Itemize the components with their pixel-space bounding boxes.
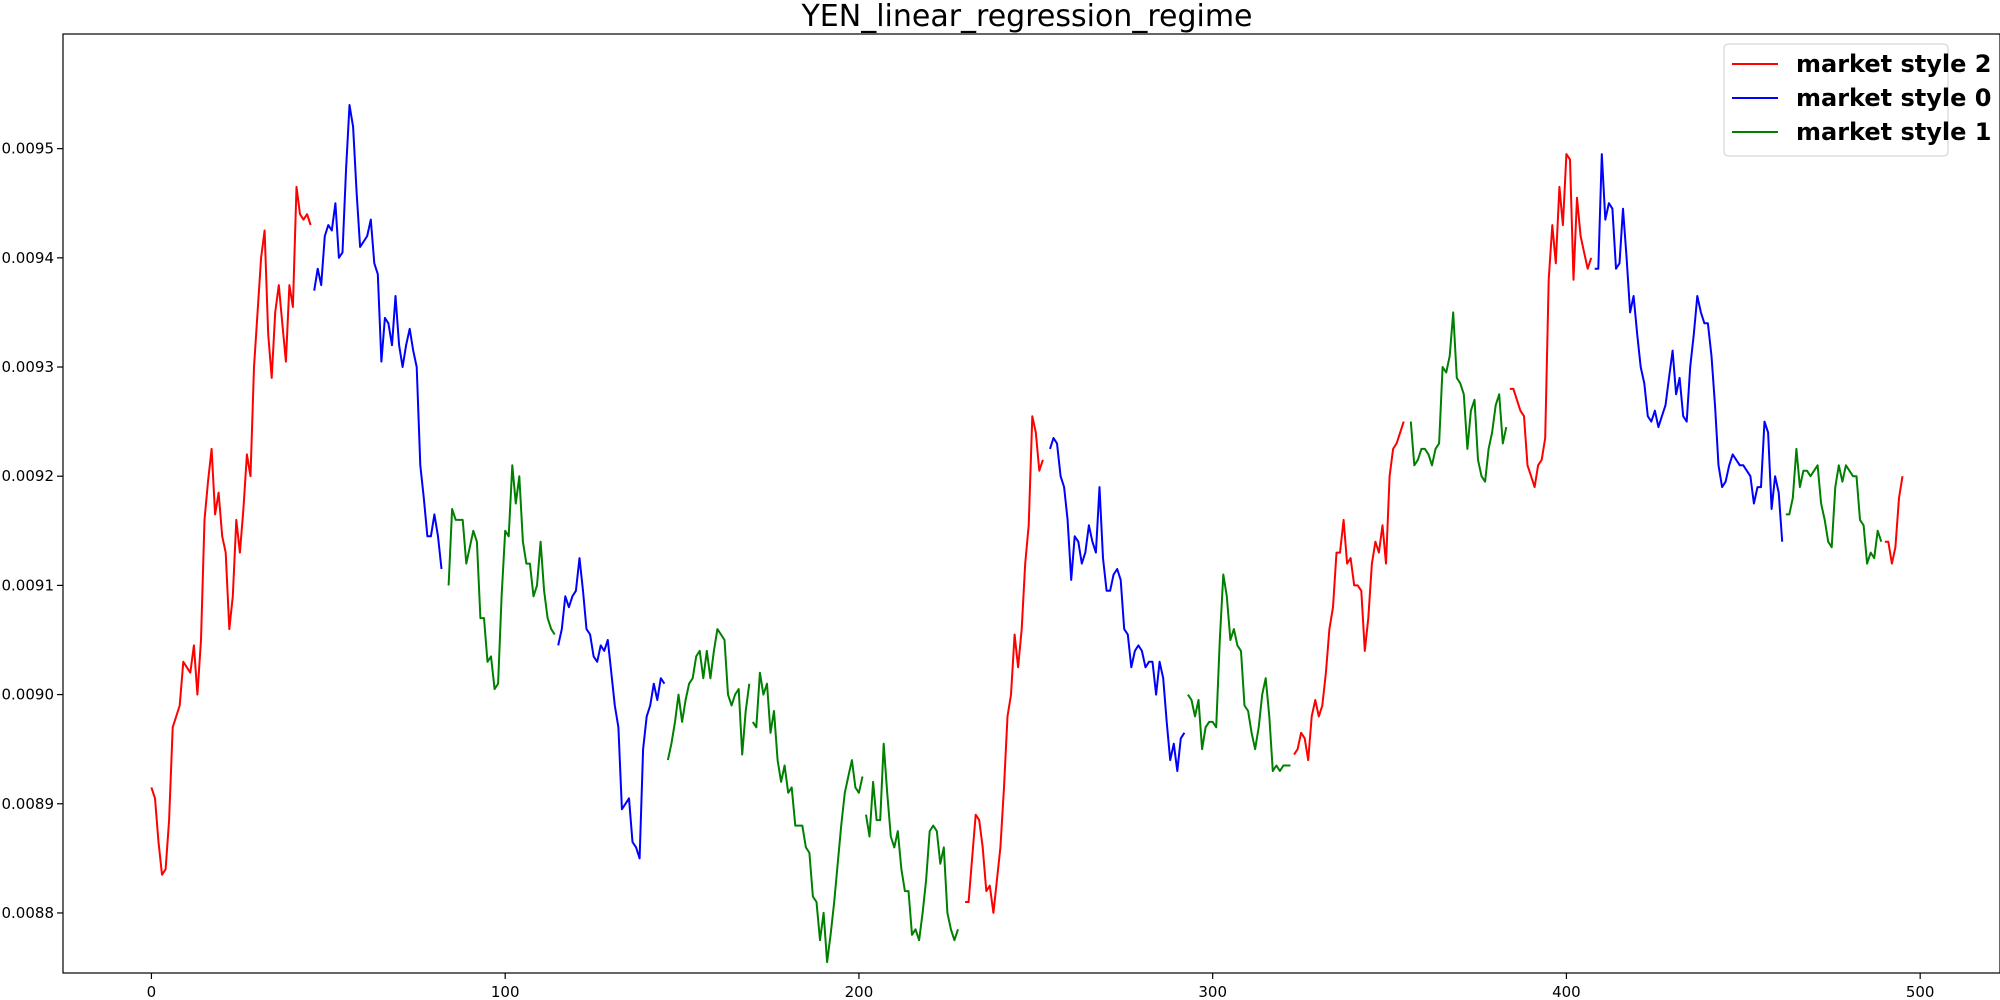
series-line-style-0-segment-4 [557,557,666,860]
legend-label: market style 2 [1796,50,1991,78]
series-line-style-1-segment-15 [1785,447,1883,565]
y-tick-label: 0.0091 [2,576,55,594]
x-tick-label: 100 [491,983,520,1000]
x-tick-label: 500 [1906,983,1935,1000]
plot-frame [62,33,2000,974]
legend-label: market style 1 [1796,118,1991,146]
series-line-style-2-segment-1 [150,185,312,876]
series-line-style-1-segment-10 [1187,573,1291,772]
series-line-style-1-segment-5 [666,628,751,761]
y-tick-label: 0.0095 [2,140,55,158]
series-line-style-1-segment-7 [865,742,959,942]
y-tick-label: 0.0093 [2,358,55,376]
legend: market style 2 market style 0 market style… [1723,43,1991,157]
series-line-style-2-segment-11 [1293,421,1405,762]
legend-label: market style 0 [1796,84,1991,112]
x-tick-label: 400 [1552,983,1581,1000]
series-layer [150,104,1904,964]
x-tick-label: 200 [845,983,874,1000]
y-tick-label: 0.0090 [2,686,55,704]
y-tick-label: 0.0092 [2,467,55,485]
series-line-style-2-segment-13 [1509,153,1593,489]
y-tick-label: 0.0089 [2,795,55,813]
y-tick-label: 0.0094 [2,249,55,267]
series-line-style-0-segment-14 [1594,153,1784,542]
axis-layer: 0 100 200 300 400 500 0.0088 0.0089 0.0090 0.0091… [2,140,1935,1000]
series-line-style-0-segment-9 [1049,437,1186,772]
series-line-style-0-segment-2 [313,104,443,570]
chart-title: YEN_linear_regression_regime [800,0,1252,34]
y-tick-label: 0.0088 [2,904,55,922]
series-line-style-2-segment-8 [965,415,1044,914]
series-line-style-1-segment-12 [1409,311,1508,483]
series-line-style-1-segment-3 [447,464,556,691]
legend-box [1723,43,1949,157]
series-line-style-2-segment-16 [1884,476,1904,565]
x-tick-label: 0 [147,983,157,1000]
series-line-style-1-segment-6 [751,671,864,964]
x-tick-label: 300 [1198,983,1227,1000]
